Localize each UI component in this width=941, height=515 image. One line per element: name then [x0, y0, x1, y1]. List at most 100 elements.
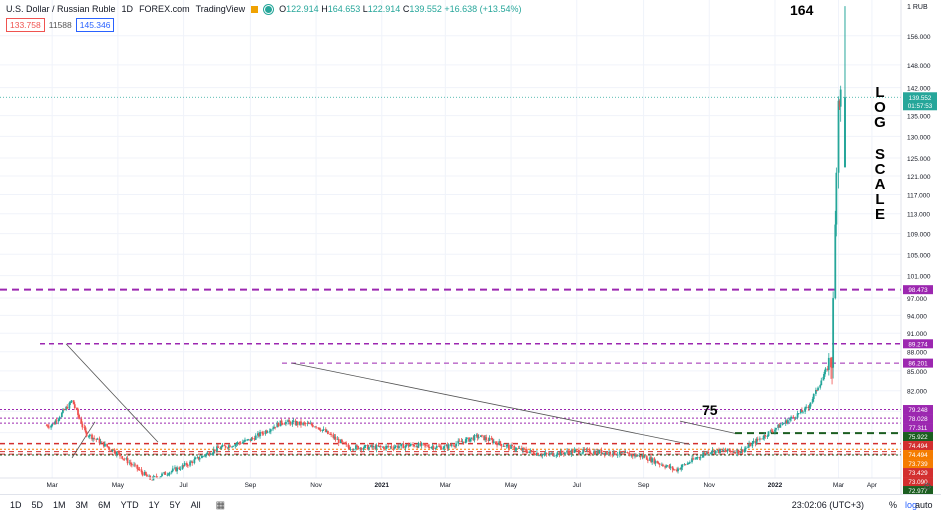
x-tick-label: Nov: [310, 482, 322, 489]
candle-body: [665, 466, 668, 468]
range-1d[interactable]: 1D: [10, 500, 22, 510]
y-tick-label: 97.000: [907, 296, 927, 303]
candle-body: [400, 443, 403, 447]
candle-body: [679, 468, 682, 470]
candle-body: [390, 446, 393, 448]
candle-body: [387, 445, 390, 447]
candle-body: [567, 450, 570, 453]
candle-body: [375, 445, 378, 450]
candle-body: [760, 438, 762, 440]
candle-body: [811, 398, 814, 403]
candle-body: [143, 471, 146, 476]
candle-body: [236, 442, 239, 444]
candle-body: [805, 406, 808, 408]
buy-price[interactable]: 145.346: [75, 18, 115, 32]
annotation-mid: 75: [702, 402, 718, 418]
candle-body: [762, 438, 765, 440]
price-label: 77.311: [903, 423, 933, 433]
price-label-box: [903, 405, 933, 415]
candle-body: [53, 423, 56, 425]
candle-body: [624, 452, 627, 453]
bid-ask: 133.758 11588 145.346: [6, 18, 115, 32]
range-6m[interactable]: 6M: [98, 500, 111, 510]
sell-price[interactable]: 133.758: [6, 18, 45, 32]
clock[interactable]: 23:02:06 (UTC+3): [791, 500, 864, 510]
range-5d[interactable]: 5D: [31, 500, 44, 510]
candle-body: [402, 443, 405, 449]
candle-body: [264, 430, 267, 434]
candle-body: [432, 446, 435, 449]
candle-body: [740, 449, 743, 453]
candle-body: [819, 385, 822, 388]
candle-body: [357, 446, 359, 450]
candle-body: [191, 461, 194, 464]
candle-body: [190, 461, 193, 463]
candle-body: [239, 442, 242, 444]
candle-body: [514, 449, 517, 451]
candle-body: [294, 420, 297, 425]
candle-body: [642, 455, 645, 458]
candle-body: [428, 446, 431, 449]
candle-body: [807, 406, 810, 408]
candle-body: [306, 423, 309, 425]
price-label-text: 98.473: [908, 287, 928, 294]
x-tick-label: 2022: [768, 482, 783, 489]
candle-body: [304, 423, 307, 425]
candle-body: [407, 444, 410, 447]
candle-body: [488, 438, 491, 441]
x-tick-label: Apr: [867, 482, 878, 489]
candle-body: [680, 467, 683, 470]
candle-body: [125, 458, 128, 460]
candle-body: [615, 454, 618, 456]
candle-body: [809, 402, 812, 407]
candle-body: [594, 451, 596, 455]
candle-body: [487, 439, 490, 441]
candles: [45, 6, 846, 481]
gear-icon[interactable]: ⚙: [923, 482, 932, 493]
calendar-icon[interactable]: ▦: [215, 499, 226, 511]
candle-body: [574, 449, 577, 451]
symbol-name: U.S. Dollar / Russian Ruble: [6, 4, 116, 14]
price-label-text: 86.201: [908, 361, 928, 368]
candle-body: [268, 431, 271, 433]
candle-body: [339, 439, 342, 444]
candle-body: [701, 454, 704, 458]
candle-body: [475, 434, 478, 436]
range-ytd[interactable]: YTD: [120, 500, 139, 510]
range-5y[interactable]: 5Y: [169, 500, 181, 510]
candle-body: [114, 453, 117, 455]
candle-body: [752, 440, 755, 443]
candle-body: [232, 446, 235, 448]
y-tick-label: 148.000: [907, 63, 931, 70]
range-1m[interactable]: 1M: [53, 500, 66, 510]
candle-body: [800, 410, 803, 412]
chart-legend: U.S. Dollar / Russian Ruble 1D FOREX.com…: [6, 4, 521, 14]
candle-body: [234, 444, 237, 447]
candle-body: [405, 444, 408, 446]
candle-body: [364, 444, 367, 446]
percent-toggle[interactable]: %: [888, 500, 897, 510]
candle-body: [423, 443, 426, 445]
currency-scale-selector[interactable]: 1 RUB: [907, 4, 928, 11]
candle-body: [520, 448, 523, 451]
log-toggle[interactable]: log: [904, 500, 917, 510]
candle-body: [794, 417, 797, 419]
candle-body: [716, 449, 719, 451]
range-1y[interactable]: 1Y: [148, 500, 160, 510]
candle-body: [314, 426, 316, 428]
candle-body: [246, 439, 249, 441]
auto-toggle[interactable]: auto: [915, 500, 933, 510]
candle-body: [461, 441, 464, 443]
candle-body: [296, 421, 299, 425]
candle-body: [288, 420, 291, 422]
candle-body: [739, 452, 742, 454]
candle-body: [621, 452, 623, 454]
range-3m[interactable]: 3M: [75, 500, 89, 510]
candle-body: [799, 410, 802, 414]
y-tick-label: 101.000: [907, 274, 931, 281]
candle-body: [57, 419, 60, 422]
candle-body: [409, 444, 412, 446]
range-all[interactable]: All: [190, 500, 201, 510]
